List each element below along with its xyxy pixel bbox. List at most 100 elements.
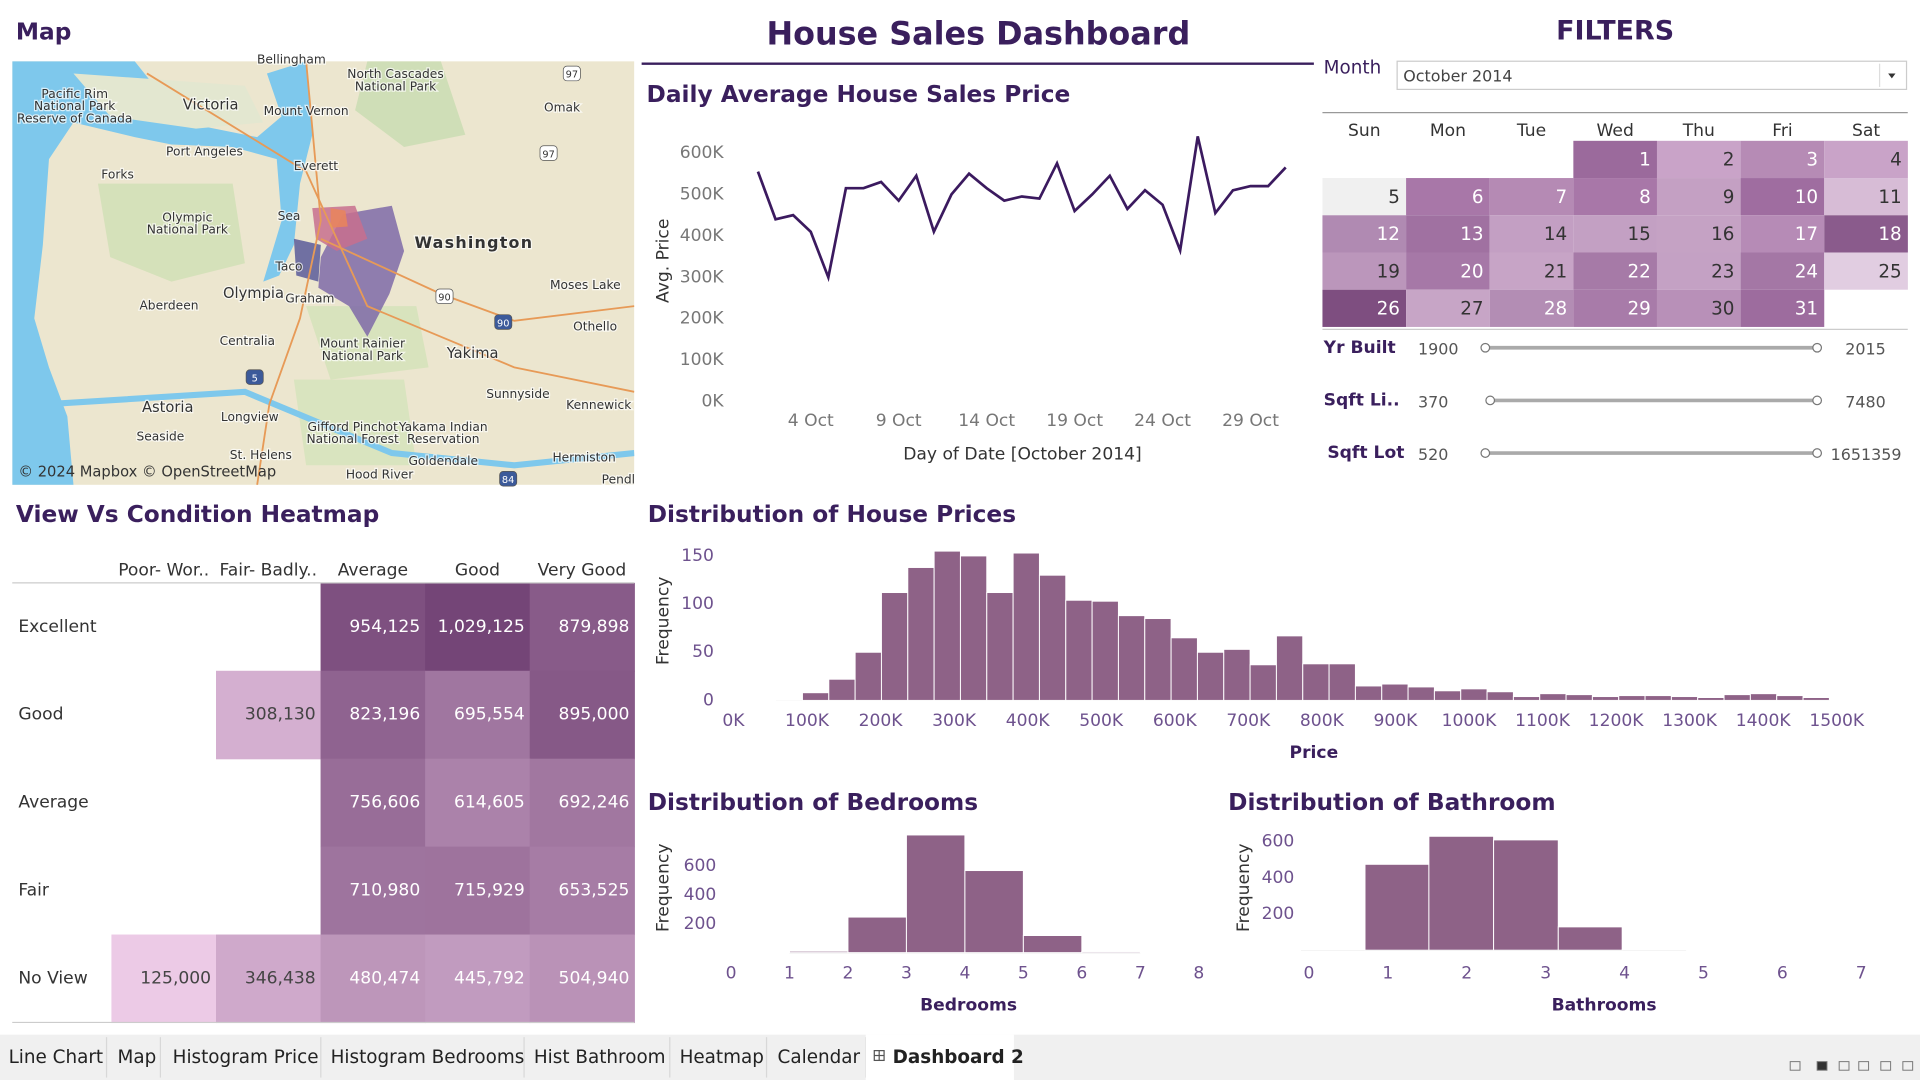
calendar-day[interactable] [1740,252,1825,290]
dropdown-box[interactable] [1396,60,1908,90]
calendar-day[interactable] [1573,140,1657,179]
calendar-day-number[interactable]: 22 [1627,261,1650,282]
calendar-day[interactable] [1489,289,1574,327]
calendar-day-number[interactable]: 5 [1388,187,1400,208]
calendar-day-number[interactable]: 2 [1723,150,1735,171]
calendar-day[interactable] [1406,252,1490,290]
tab-label[interactable]: Line Chart [9,1047,104,1068]
calendar-day-number[interactable]: 29 [1627,299,1650,320]
calendar-day-number[interactable]: 1 [1639,150,1651,171]
calendar-day-number[interactable]: 24 [1795,261,1818,282]
calendar-day-number[interactable]: 30 [1711,299,1734,320]
slider-handle[interactable] [1812,448,1823,458]
calendar-day[interactable] [1406,289,1490,327]
slider-handle[interactable] [1480,448,1491,458]
calendar-day[interactable] [1740,289,1825,327]
slider-handle[interactable] [1485,395,1496,406]
place-label: Omak [544,100,581,114]
calendar-day-number[interactable]: 13 [1460,224,1483,245]
slider-handle[interactable] [1812,342,1823,353]
calendar-day[interactable] [1656,252,1741,290]
calendar-day-number[interactable]: 26 [1377,299,1400,320]
calendar-day[interactable] [1573,289,1657,327]
heatmap-cell [529,846,635,936]
calendar-day-number[interactable]: 3 [1806,150,1818,171]
calendar-day[interactable] [1573,252,1657,290]
calendar-day[interactable] [1322,215,1407,253]
x-tick-label: 500K [1079,711,1124,731]
calendar-day-number[interactable]: 10 [1795,187,1818,208]
calendar-day-number[interactable]: 7 [1556,187,1568,208]
x-tick-label: 100K [785,711,830,731]
calendar-day[interactable] [1406,178,1490,216]
calendar-day[interactable] [1322,178,1407,216]
calendar-day[interactable] [1824,140,1908,179]
tab-label[interactable]: Dashboard 2 [893,1047,1024,1068]
month-dropdown[interactable]: October 2014 [1396,60,1908,90]
calendar-day-number[interactable]: 14 [1544,224,1567,245]
calendar-day[interactable] [1824,178,1908,216]
calendar-day-number[interactable]: 15 [1627,224,1650,245]
road [146,72,635,393]
calendar-day-number[interactable]: 8 [1639,187,1651,208]
calendar-day[interactable] [1573,178,1657,216]
calendar-day-number[interactable]: 31 [1795,299,1818,320]
calendar-day-number[interactable]: 17 [1795,224,1818,245]
calendar-day-number[interactable]: 21 [1544,261,1567,282]
calendar-day[interactable] [1656,140,1741,179]
region [330,208,348,228]
calendar-day-number[interactable]: 12 [1377,224,1400,245]
tab-label[interactable]: Histogram Price [173,1047,319,1068]
road-shield-label: 97 [566,70,578,81]
calendar-day[interactable] [1740,215,1825,253]
road-shield [435,288,454,305]
calendar-day[interactable] [1824,252,1908,290]
toolbar-icon[interactable] [1858,1061,1870,1071]
calendar-day-number[interactable]: 27 [1460,299,1483,320]
calendar-day-number[interactable]: 25 [1878,261,1901,282]
slider-handle[interactable] [1480,342,1491,353]
active-tab[interactable] [865,1034,1014,1080]
x-axis-title: Bedrooms [920,995,1017,1015]
dropdown-arrow[interactable] [1888,73,1896,79]
road-shield-label: 5 [252,373,258,384]
calendar-day[interactable] [1489,178,1574,216]
calendar-day[interactable] [1406,215,1490,253]
tab-label[interactable]: Hist Bathroom [534,1047,666,1068]
calendar-day[interactable] [1656,178,1741,216]
calendar-day[interactable] [1489,215,1574,253]
slider-handle[interactable] [1812,395,1823,406]
histogram-bar [828,678,856,701]
calendar-day-number[interactable]: 11 [1878,187,1901,208]
calendar-day-number[interactable]: 6 [1472,187,1484,208]
toolbar-icon[interactable] [1816,1061,1828,1071]
calendar-day-number[interactable]: 23 [1711,261,1734,282]
calendar-day-number[interactable]: 28 [1544,299,1567,320]
calendar-day-number[interactable]: 19 [1377,261,1400,282]
tab-label[interactable]: Map [118,1047,157,1068]
toolbar-icon[interactable] [1902,1061,1914,1071]
calendar-day[interactable] [1489,252,1574,290]
tab-label[interactable]: Calendar [778,1047,861,1068]
calendar-day[interactable] [1740,178,1825,216]
calendar-day[interactable] [1656,289,1741,327]
tab-label[interactable]: Histogram Bedrooms [331,1047,525,1068]
calendar-day[interactable] [1740,140,1825,179]
calendar-day[interactable] [1573,215,1657,253]
calendar-day-number[interactable]: 4 [1890,150,1902,171]
calendar-day-number[interactable]: 18 [1878,224,1901,245]
calendar-day[interactable] [1322,252,1407,290]
calendar-day[interactable] [1322,289,1407,327]
calendar-day[interactable] [1824,215,1908,253]
toolbar-icon[interactable] [1789,1061,1801,1071]
dropdown-value[interactable]: October 2014 [1403,67,1512,86]
toolbar-icon[interactable] [1880,1061,1892,1071]
calendar-day-number[interactable]: 16 [1711,224,1734,245]
calendar-day-number[interactable]: 9 [1723,187,1735,208]
x-axis-title: Day of Date [October 2014] [903,444,1142,464]
calendar-day-number[interactable]: 20 [1460,261,1483,282]
tab-label[interactable]: Heatmap [680,1047,764,1068]
calendar-day[interactable] [1656,215,1741,253]
heatmap-cell [216,670,322,760]
toolbar-icon[interactable] [1838,1061,1850,1071]
